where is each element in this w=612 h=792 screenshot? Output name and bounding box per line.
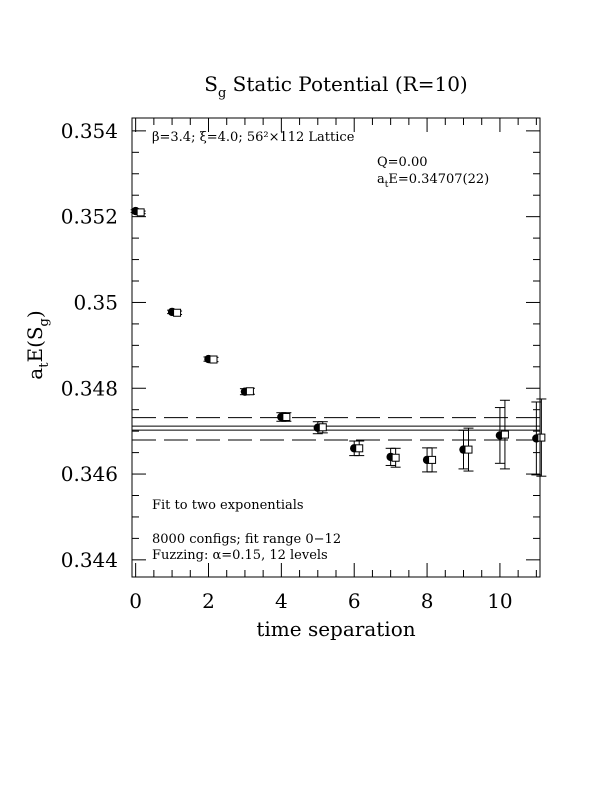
annotation-fit-energy: atE=0.34707(22) [377, 172, 489, 190]
data-points [130, 206, 547, 477]
data-point-square [282, 412, 291, 421]
y-tick-label: 0.354 [61, 119, 118, 143]
data-point-square [428, 455, 437, 464]
data-point-square [391, 453, 400, 462]
x-tick-label: 8 [421, 589, 434, 613]
y-tick-label: 0.348 [61, 376, 118, 400]
annotation-configs: 8000 configs; fit range 0−12 [152, 532, 341, 547]
annotation-fit-description: Fit to two exponentials [152, 498, 304, 513]
y-tick-label: 0.35 [73, 290, 118, 314]
x-tick-label: 6 [348, 589, 361, 613]
x-tick-label: 10 [487, 589, 512, 613]
plot-frame [131, 117, 541, 578]
data-point-square [209, 355, 218, 364]
annotation-fuzzing: Fuzzing: α=0.15, 12 levels [152, 548, 328, 563]
y-tick-label: 0.352 [61, 205, 118, 229]
data-point-square [318, 423, 327, 432]
axis-ticks [132, 118, 540, 577]
y-tick-label: 0.346 [61, 462, 118, 486]
x-axis-label: time separation [256, 617, 415, 641]
chart-title: Sg Static Potential (R=10) [204, 72, 467, 101]
data-point-square [173, 308, 182, 317]
x-tick-label: 4 [275, 589, 288, 613]
data-point-square [500, 430, 509, 439]
y-axis-label: atE(Sg) [23, 310, 52, 379]
x-tick-label: 0 [129, 589, 142, 613]
data-point-square [464, 445, 473, 454]
y-tick-label: 0.344 [61, 548, 118, 572]
data-point-square [355, 444, 364, 453]
data-point-square [537, 433, 546, 442]
x-tick-label: 2 [202, 589, 215, 613]
axis-tick-labels: 0 2 4 6 8 10 0.344 0.346 0.348 0.35 0.352 0.354 [61, 119, 513, 613]
fit-lines [132, 417, 540, 441]
data-point-square [245, 387, 254, 396]
annotation-lattice: β=3.4; ξ=4.0; 56²×112 Lattice [152, 130, 355, 145]
data-point-square [136, 208, 145, 217]
annotation-q: Q=0.00 [377, 155, 428, 170]
